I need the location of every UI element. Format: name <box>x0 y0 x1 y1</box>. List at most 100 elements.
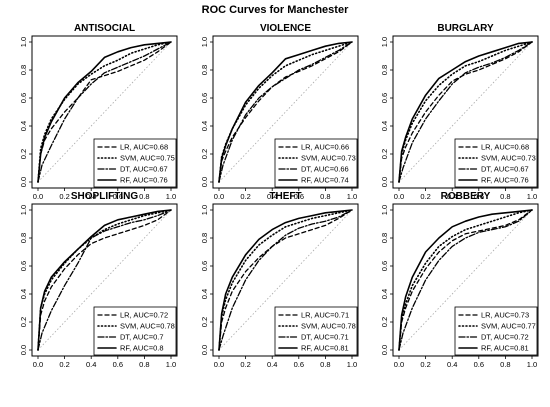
plot-frame-theft <box>212 203 359 357</box>
legend-shoplifting: LR, AUC=0.72 SVM, AUC=0.78 DT, AUC=0.7 RF, … <box>93 306 177 356</box>
series-line-dt-antisocial <box>37 41 172 183</box>
y-tick-label: 0.0 <box>200 177 209 187</box>
y-tick-label: 0.0 <box>200 345 209 355</box>
legend-label-lr: LR, AUC=0.66 <box>301 143 349 152</box>
x-tick-label: 0.6 <box>294 360 304 369</box>
x-tick-label: 0.2 <box>240 360 250 369</box>
y-tick-label: 0.4 <box>200 121 209 131</box>
chance-line <box>218 41 353 183</box>
y-tick-label: 1.0 <box>380 37 389 47</box>
legend-label-svm: SVM, AUC=0.75 <box>120 154 175 163</box>
y-tick-label: 0.0 <box>19 177 28 187</box>
x-tick-label: 0.8 <box>500 360 510 369</box>
series-line-rf-antisocial <box>37 41 172 183</box>
x-tick-label: 0.6 <box>474 192 484 201</box>
y-tick-label: 0.0 <box>380 345 389 355</box>
panel-robbery: ROBBERY 0.0 0.2 0.4 0.6 0.8 1.0 0.0 0.2 0.4 0.6 0.8… <box>380 191 539 369</box>
y-tick-label: 0.0 <box>380 177 389 187</box>
y-tick-label: 1.0 <box>200 205 209 215</box>
x-tick-label: 1.0 <box>166 360 176 369</box>
x-tick-label: 0.6 <box>294 192 304 201</box>
chance-line <box>398 209 533 351</box>
x-tick-label: 0.2 <box>59 192 69 201</box>
x-tick-label: 0.0 <box>394 192 404 201</box>
x-tick-label: 0.0 <box>394 360 404 369</box>
x-tick-label: 0.8 <box>320 360 330 369</box>
y-tick-label: 0.8 <box>200 233 209 243</box>
x-tick-label: 0.6 <box>113 192 123 201</box>
y-tick-label: 1.0 <box>19 37 28 47</box>
panel-title-violence: VIOLENCE <box>260 23 311 34</box>
series-line-svm-theft <box>218 209 353 351</box>
legend-label-svm: SVM, AUC=0.78 <box>120 322 175 331</box>
panels-group: ANTISOCIAL 0.0 0.2 0.4 0.6 0.8 1.0 0.0 0.2 0.4 0.6… <box>19 23 539 369</box>
y-tick-label: 0.2 <box>200 149 209 159</box>
x-tick-label: 0.4 <box>86 192 96 201</box>
chance-line <box>398 41 533 183</box>
x-tick-label: 0.6 <box>474 360 484 369</box>
series-line-lr-shoplifting <box>37 209 172 351</box>
series-line-dt-robbery <box>398 209 533 351</box>
y-tick-label: 0.4 <box>19 289 28 299</box>
x-tick-label: 0.8 <box>139 360 149 369</box>
x-tick-label: 1.0 <box>166 192 176 201</box>
legend-label-rf: RF, AUC=0.8 <box>120 344 164 353</box>
y-tick-label: 0.4 <box>19 121 28 131</box>
y-tick-label: 0.8 <box>19 233 28 243</box>
y-tick-label: 0.6 <box>19 93 28 103</box>
x-tick-label: 0.4 <box>86 360 96 369</box>
y-tick-label: 0.6 <box>19 261 28 271</box>
x-tick-label: 0.4 <box>447 360 457 369</box>
figure-title: ROC Curves for Manchester <box>202 4 349 16</box>
x-tick-label: 0.4 <box>267 360 277 369</box>
legend-label-dt: DT, AUC=0.66 <box>301 165 349 174</box>
panel-burglary: BURGLARY 0.0 0.2 0.4 0.6 0.8 1.0 0.0 0.2 0.4 0.6 0.… <box>380 23 539 201</box>
panel-title-shoplifting: SHOPLIFTING <box>71 191 138 202</box>
legend-label-rf: RF, AUC=0.81 <box>481 344 529 353</box>
x-tick-label: 0.4 <box>447 192 457 201</box>
x-tick-label: 0.0 <box>214 192 224 201</box>
series-line-dt-violence <box>218 41 353 183</box>
y-tick-label: 0.2 <box>200 317 209 327</box>
y-tick-label: 0.4 <box>380 289 389 299</box>
x-tick-label: 1.0 <box>527 360 537 369</box>
series-line-svm-robbery <box>398 209 533 351</box>
legend-label-svm: SVM, AUC=0.77 <box>481 322 536 331</box>
x-tick-label: 0.0 <box>214 360 224 369</box>
panel-shoplifting: SHOPLIFTING 0.0 0.2 0.4 0.6 0.8 1.0 0.0 0.2 0.4 0.… <box>19 191 178 369</box>
legend-label-lr: LR, AUC=0.71 <box>301 311 349 320</box>
y-tick-label: 0.6 <box>200 93 209 103</box>
y-tick-label: 0.6 <box>380 261 389 271</box>
panel-antisocial: ANTISOCIAL 0.0 0.2 0.4 0.6 0.8 1.0 0.0 0.2 0.4 0.6… <box>19 23 178 201</box>
series-line-lr-robbery <box>398 209 533 351</box>
legend-label-rf: RF, AUC=0.76 <box>120 176 168 185</box>
plot-frame-shoplifting <box>31 203 178 357</box>
legend-label-lr: LR, AUC=0.68 <box>481 143 529 152</box>
legend-label-svm: SVM, AUC=0.73 <box>301 154 356 163</box>
series-line-rf-violence <box>218 41 353 183</box>
legend-label-rf: RF, AUC=0.74 <box>301 176 349 185</box>
y-tick-label: 0.6 <box>200 261 209 271</box>
y-tick-label: 0.8 <box>200 65 209 75</box>
x-tick-label: 0.4 <box>267 192 277 201</box>
series-line-dt-shoplifting <box>37 209 172 351</box>
series-line-rf-theft <box>218 209 353 351</box>
chance-line <box>218 209 353 351</box>
y-tick-label: 1.0 <box>19 205 28 215</box>
panel-title-burglary: BURGLARY <box>437 23 494 34</box>
plot-frame-robbery <box>392 203 539 357</box>
x-tick-label: 0.2 <box>59 360 69 369</box>
panel-title-robbery: ROBBERY <box>441 191 491 202</box>
panel-title-antisocial: ANTISOCIAL <box>74 23 135 34</box>
x-tick-label: 0.2 <box>240 192 250 201</box>
legend-label-svm: SVM, AUC=0.78 <box>301 322 356 331</box>
y-tick-label: 0.8 <box>380 233 389 243</box>
legend-label-lr: LR, AUC=0.72 <box>120 311 168 320</box>
legend-violence: LR, AUC=0.66 SVM, AUC=0.73 DT, AUC=0.66 RF,… <box>274 138 358 188</box>
chance-line <box>37 209 172 351</box>
legend-robbery: LR, AUC=0.73 SVM, AUC=0.77 DT, AUC=0.72 RF,… <box>454 306 538 356</box>
panel-violence: VIOLENCE 0.0 0.2 0.4 0.6 0.8 1.0 0.0 0.2 0.4 0.6 0.… <box>200 23 359 201</box>
plot-frame-violence <box>212 35 359 189</box>
chance-line <box>37 41 172 183</box>
panel-theft: THEFT 0.0 0.2 0.4 0.6 0.8 1.0 0.0 0.2 0.4 0.6 0.8 1.… <box>200 191 359 369</box>
